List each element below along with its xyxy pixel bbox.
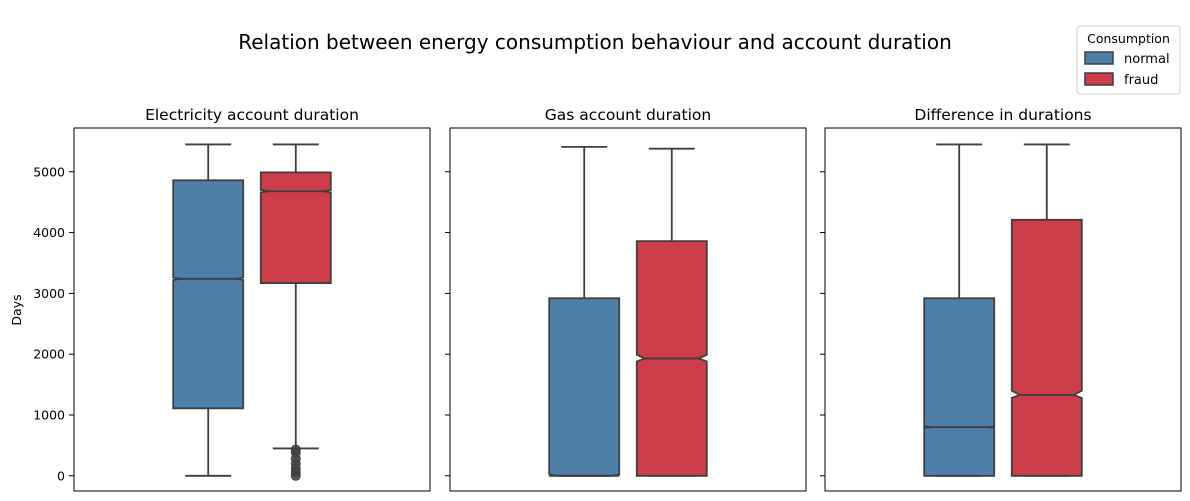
panel-3: Difference in durations bbox=[820, 106, 1182, 492]
panel-title: Electricity account duration bbox=[145, 106, 359, 124]
legend: Consumption normal fraud bbox=[1076, 25, 1181, 95]
box-normal bbox=[172, 143, 245, 477]
y-tick-label: 3000 bbox=[33, 286, 65, 301]
y-tick-label: 1000 bbox=[33, 407, 65, 422]
panel-title: Gas account duration bbox=[545, 106, 711, 124]
box-fraud bbox=[1010, 143, 1083, 477]
box-body bbox=[923, 297, 996, 477]
panels-group: Electricity account duration 0 1000 2000 300… bbox=[33, 106, 1182, 492]
y-tick-label: 2000 bbox=[33, 347, 65, 362]
box-fraud bbox=[259, 143, 332, 481]
y-tick-label: 5000 bbox=[33, 164, 65, 179]
outlier-point bbox=[290, 444, 301, 455]
box-fraud bbox=[635, 147, 708, 477]
y-tick-label: 0 bbox=[57, 468, 65, 483]
panel-frame bbox=[449, 127, 807, 492]
box-normal bbox=[548, 145, 621, 477]
panel-2: Gas account duration bbox=[445, 106, 807, 492]
panel-frame bbox=[73, 127, 431, 492]
box-body bbox=[548, 297, 621, 477]
legend-swatch-fraud bbox=[1084, 72, 1114, 86]
legend-label-fraud: fraud bbox=[1124, 73, 1158, 88]
legend-swatch-normal bbox=[1084, 51, 1114, 65]
box-body bbox=[259, 171, 332, 284]
y-tick-label: 4000 bbox=[33, 225, 65, 240]
box-body bbox=[172, 179, 245, 410]
panel-1: Electricity account duration 0 1000 2000 300… bbox=[33, 106, 431, 492]
panel-frame bbox=[824, 127, 1182, 492]
panel-title: Difference in durations bbox=[914, 106, 1091, 124]
box-body bbox=[1010, 218, 1083, 477]
legend-label-normal: normal bbox=[1124, 52, 1170, 67]
box-normal bbox=[923, 143, 996, 477]
chart-title: Relation between energy consumption beha… bbox=[238, 30, 952, 54]
legend-title: Consumption bbox=[1087, 31, 1170, 46]
y-axis-label: Days bbox=[9, 294, 24, 325]
